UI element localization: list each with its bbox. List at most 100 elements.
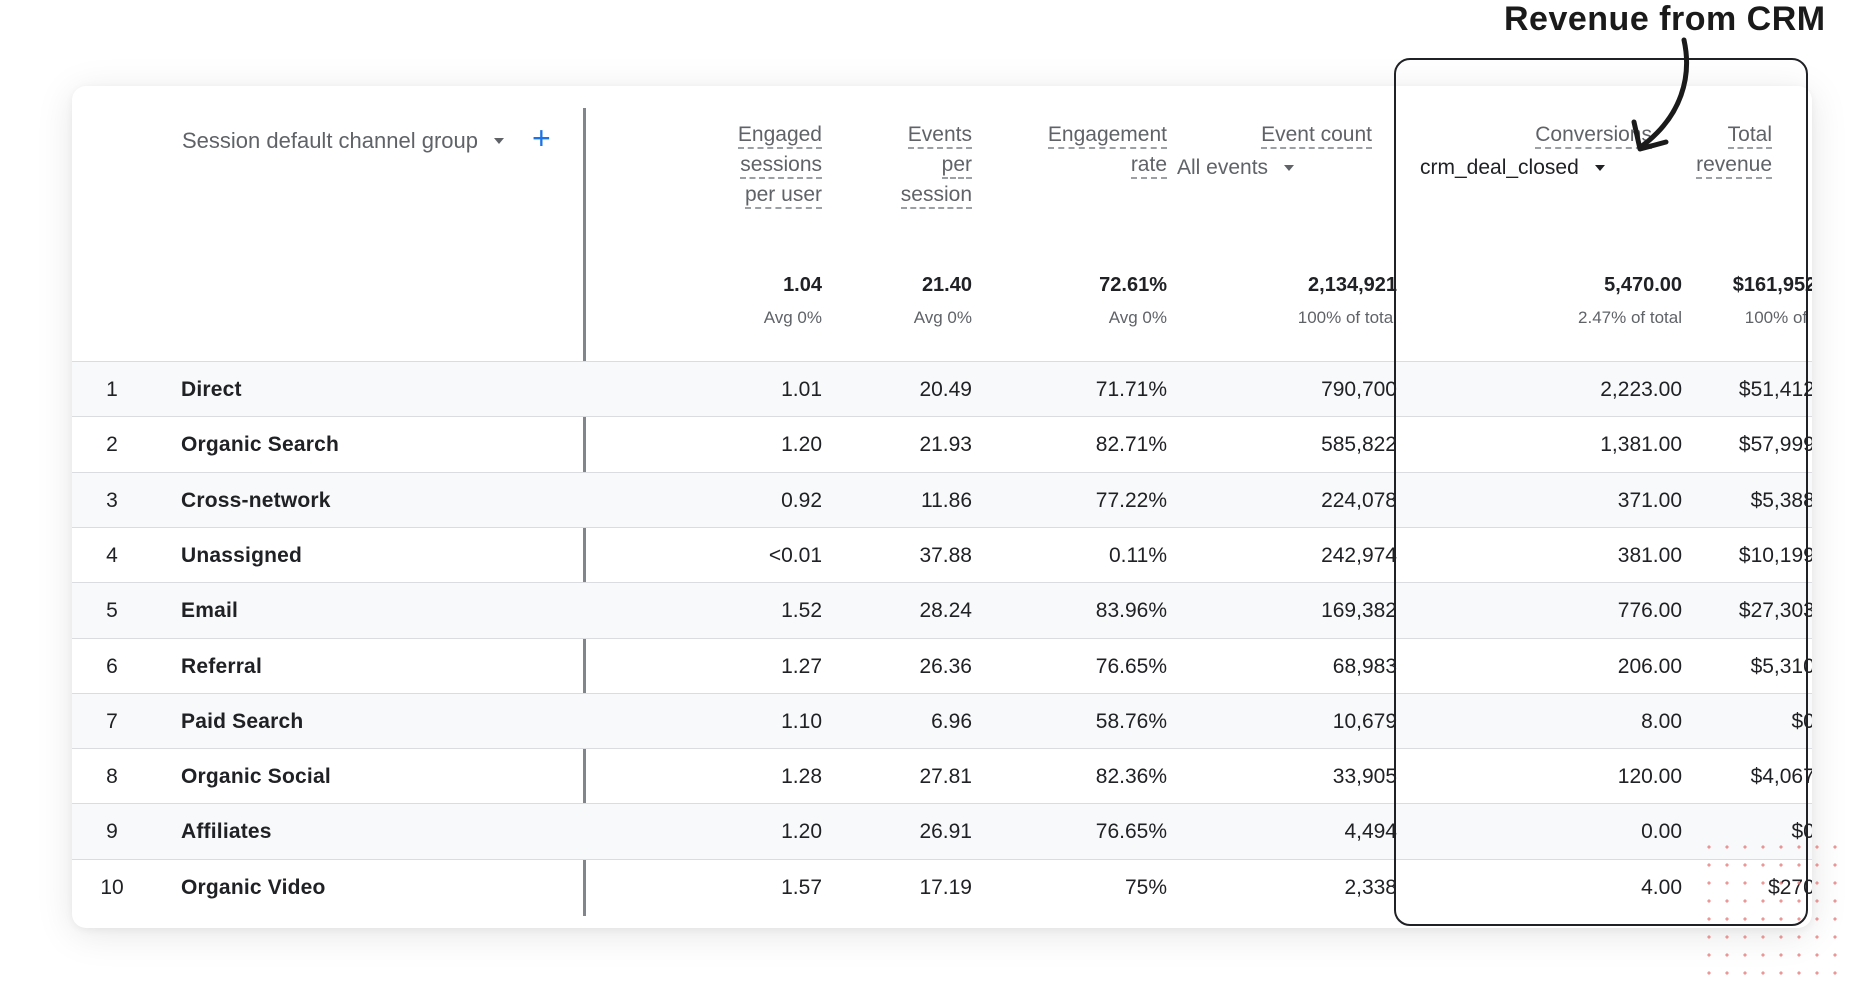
dimension-label: Session default channel group [182, 128, 478, 153]
row-event-count: 585,822 [1321, 433, 1397, 457]
row-events-per-session: 6.96 [931, 709, 972, 733]
row-engagement-rate: 71.71% [1095, 378, 1167, 401]
row-engaged-sessions: 1.52 [781, 599, 822, 623]
row-total-revenue: $51,412.97 [1738, 378, 1812, 401]
row-engagement-rate: 82.71% [1095, 433, 1167, 457]
conversions-dropdown-caret-icon [1594, 165, 1605, 171]
row-total-revenue: $5,310.30 [1750, 654, 1812, 678]
total-event-count-sub: 100% of total [1297, 308, 1397, 327]
header-revenue-line1: Total [1727, 123, 1772, 149]
row-channel-name: Organic Social [181, 765, 331, 789]
row-event-count: 169,382 [1321, 599, 1397, 623]
row-total-revenue: $27,303.72 [1738, 599, 1812, 623]
total-revenue-sub: 100% of total [1744, 308, 1812, 327]
row-rank: 1 [106, 378, 118, 401]
row-total-revenue: $5,388.40 [1750, 488, 1812, 512]
header-engagement-rate[interactable]: Engagement rate [992, 120, 1167, 180]
row-rank: 7 [106, 709, 118, 733]
table-row[interactable]: 6 Referral 1.27 26.36 76.65% 68,983 206.00 $5,3… [72, 639, 1812, 694]
row-channel-name: Cross-network [181, 488, 331, 512]
annotation-arrow-icon [1631, 37, 1689, 152]
row-engaged-sessions: 1.10 [781, 709, 822, 733]
total-conversions-sub: 2.47% of total [1578, 308, 1682, 327]
row-engagement-rate: 77.22% [1095, 488, 1167, 512]
row-conversions: 4.00 [1641, 875, 1682, 899]
table-row[interactable]: 4 Unassigned <0.01 37.88 0.11% 242,974 381.00 $… [72, 528, 1812, 583]
row-divider [72, 858, 1812, 860]
event-count-selector[interactable]: All events [1177, 156, 1295, 180]
row-conversions: 371.00 [1617, 488, 1682, 512]
dimension-selector[interactable]: Session default channel group [182, 126, 478, 156]
row-divider [72, 582, 1812, 584]
row-engaged-sessions: <0.01 [768, 543, 822, 567]
table-row[interactable]: 5 Email 1.52 28.24 83.96% 169,382 776.00 $27,30… [72, 583, 1812, 639]
row-divider [72, 416, 1812, 418]
row-divider [72, 526, 1812, 528]
conversions-event-selector[interactable]: crm_deal_closed [1420, 156, 1605, 180]
row-engaged-sessions: 1.28 [781, 765, 822, 789]
total-event-count: 2,134,921 [1308, 274, 1397, 296]
row-conversions: 1,381.00 [1600, 433, 1682, 457]
row-events-per-session: 26.91 [919, 820, 972, 844]
row-event-count: 68,983 [1332, 654, 1397, 678]
total-revenue: $161,952.23 [1732, 274, 1812, 296]
header-event-count-label: Event count [1261, 123, 1372, 149]
row-events-per-session: 17.19 [919, 875, 972, 899]
row-rank: 2 [106, 433, 118, 457]
table-row[interactable]: 1 Direct 1.01 20.49 71.71% 790,700 2,223.00 $51… [72, 362, 1812, 417]
row-divider [72, 637, 1812, 639]
row-channel-name: Email [181, 599, 239, 623]
row-events-per-session: 37.88 [919, 543, 972, 567]
row-divider [72, 692, 1812, 694]
row-channel-name: Organic Search [181, 433, 340, 457]
table-row[interactable]: 8 Organic Social 1.28 27.81 82.36% 33,905 120.… [72, 749, 1812, 804]
row-events-per-session: 26.36 [919, 654, 972, 678]
header-total-revenue[interactable]: Total revenue [1672, 120, 1772, 180]
event-count-dropdown-caret-icon [1284, 165, 1295, 171]
header-engaged-line3: per user [744, 183, 822, 209]
row-event-count: 10,679 [1332, 709, 1397, 733]
row-rank: 8 [106, 765, 118, 789]
row-divider [72, 361, 1812, 362]
total-events: 21.40 [921, 274, 972, 296]
header-engagement-line2: rate [1130, 153, 1167, 179]
row-conversions: 0.00 [1641, 820, 1682, 844]
row-total-revenue: $57,999.82 [1738, 433, 1812, 457]
row-engagement-rate: 58.76% [1095, 709, 1167, 733]
total-engaged: 1.04 [783, 274, 822, 296]
row-engagement-rate: 75% [1124, 875, 1167, 899]
dimension-dropdown-caret-icon[interactable] [494, 138, 504, 144]
table-row[interactable]: 2 Organic Search 1.20 21.93 82.71% 585,822 1,3… [72, 417, 1812, 472]
total-conversions: 5,470.00 [1604, 274, 1682, 296]
row-engagement-rate: 83.96% [1095, 599, 1167, 623]
row-engagement-rate: 0.11% [1109, 543, 1167, 567]
row-rank: 5 [106, 599, 118, 623]
header-events-per-session[interactable]: Events per session [832, 120, 972, 210]
row-event-count: 33,905 [1332, 765, 1397, 789]
header-engaged-line2: sessions [740, 153, 822, 179]
row-events-per-session: 11.86 [921, 488, 972, 512]
table-row[interactable]: 3 Cross-network 0.92 11.86 77.22% 224,078 371.… [72, 472, 1812, 528]
row-events-per-session: 21.93 [919, 433, 972, 457]
row-conversions: 776.00 [1617, 599, 1682, 623]
row-event-count: 242,974 [1321, 543, 1397, 567]
row-engagement-rate: 82.36% [1095, 765, 1167, 789]
row-events-per-session: 27.81 [919, 765, 972, 789]
row-conversions: 206.00 [1617, 654, 1682, 678]
header-engaged-sessions-per-user[interactable]: Engaged sessions per user [672, 120, 822, 210]
header-events-line1: Events [907, 123, 972, 149]
add-dimension-button[interactable]: + [532, 120, 551, 156]
header-event-count[interactable]: Event count [1182, 120, 1372, 150]
header-conversions[interactable]: Conversions [1402, 120, 1652, 150]
annotation-label: Revenue from CRM [1504, 0, 1826, 38]
header-conversions-label: Conversions [1535, 123, 1652, 149]
total-engagement-rate: 72.61% [1099, 274, 1167, 296]
row-events-per-session: 28.24 [919, 599, 972, 623]
header-engaged-line1: Engaged [737, 123, 822, 149]
row-event-count: 224,078 [1321, 488, 1397, 512]
row-divider [72, 471, 1812, 473]
row-total-revenue: $4,067.20 [1750, 765, 1812, 789]
row-rank: 6 [106, 654, 118, 678]
